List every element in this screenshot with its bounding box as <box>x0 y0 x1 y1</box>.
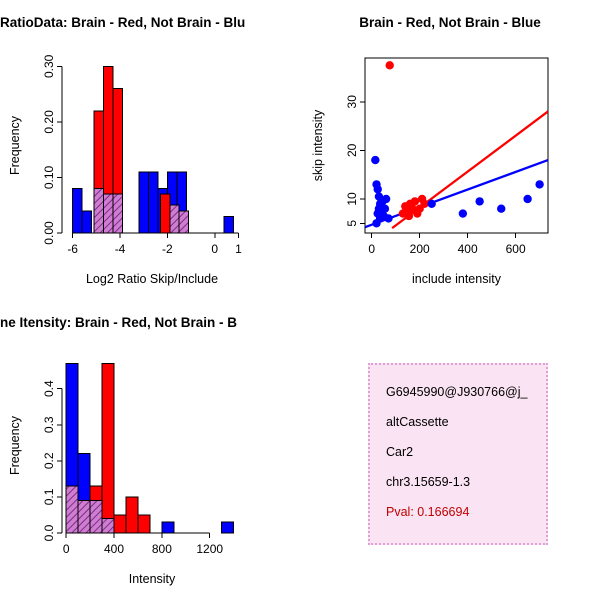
svg-text:0: 0 <box>368 242 375 256</box>
svg-text:0.1: 0.1 <box>42 488 56 505</box>
svg-text:0.20: 0.20 <box>42 110 56 134</box>
svg-text:skip intensity: skip intensity <box>311 109 325 181</box>
svg-text:5: 5 <box>345 220 359 227</box>
panel-intensity-scatter: 0 200 400 600 5 10 20 30 include intensity skip i… <box>300 0 600 300</box>
svg-text:Intensity: Intensity <box>129 572 176 586</box>
intensity-scatter-title: Brain - Red, Not Brain - Blue <box>359 15 541 30</box>
svg-text:1200: 1200 <box>196 542 223 556</box>
svg-text:600: 600 <box>506 242 526 256</box>
svg-text:400: 400 <box>458 242 478 256</box>
log2-ratio-histogram-plot: -6 -4 -2 0 1 0.00 0.10 0.20 0.30 Log2 Ratio Skip/… <box>8 54 242 286</box>
svg-text:30: 30 <box>345 95 359 109</box>
svg-text:0: 0 <box>211 242 218 256</box>
panel-log2-ratio-histogram: -6 -4 -2 0 1 0.00 0.10 0.20 0.30 Log2 Ratio Skip/… <box>0 0 300 300</box>
gene-intensity-histogram-plot: 0 400 800 1200 0.0 0.1 0.2 0.3 0.4 Intensity Frequ… <box>8 362 235 586</box>
svg-text:800: 800 <box>152 542 172 556</box>
svg-text:20: 20 <box>345 143 359 157</box>
svg-text:400: 400 <box>104 542 124 556</box>
svg-text:0.0: 0.0 <box>42 524 56 541</box>
svg-text:0.2: 0.2 <box>42 452 56 469</box>
info-line-event-type: altCassette <box>386 415 449 429</box>
info-line-locus: chr3.15659-1.3 <box>386 475 471 489</box>
svg-text:Frequency: Frequency <box>8 415 22 475</box>
svg-text:200: 200 <box>410 242 430 256</box>
log2-ratio-histogram-title: RatioData: Brain - Red, Not Brain - Blu <box>0 15 246 30</box>
svg-text:include intensity: include intensity <box>412 272 502 286</box>
svg-text:-4: -4 <box>115 242 126 256</box>
panel-gene-intensity-histogram: 0 400 800 1200 0.0 0.1 0.2 0.3 0.4 Intensity Frequ… <box>0 300 300 600</box>
info-line-probe-id: G6945990@J930766@j_ <box>386 385 528 399</box>
svg-text:0.4: 0.4 <box>42 380 56 397</box>
svg-text:0.30: 0.30 <box>42 54 56 78</box>
svg-text:-6: -6 <box>67 242 78 256</box>
svg-text:0.10: 0.10 <box>42 165 56 189</box>
info-line-pval: Pval: 0.166694 <box>386 505 470 519</box>
info-box: G6945990@J930766@j_ altCassette Car2 chr… <box>368 363 548 545</box>
intensity-scatter-plot: 0 200 400 600 5 10 20 30 include intensity skip i… <box>311 57 549 286</box>
svg-text:0: 0 <box>63 542 70 556</box>
svg-text:10: 10 <box>345 192 359 206</box>
gene-intensity-histogram-title: ne Itensity: Brain - Red, Not Brain - B <box>0 315 238 330</box>
svg-text:-2: -2 <box>162 242 173 256</box>
svg-text:0.3: 0.3 <box>42 416 56 433</box>
svg-text:1: 1 <box>235 242 242 256</box>
svg-text:Frequency: Frequency <box>8 115 22 175</box>
svg-text:0.00: 0.00 <box>42 221 56 245</box>
svg-text:Log2 Ratio Skip/Include: Log2 Ratio Skip/Include <box>86 272 218 286</box>
info-line-gene: Car2 <box>386 445 414 459</box>
